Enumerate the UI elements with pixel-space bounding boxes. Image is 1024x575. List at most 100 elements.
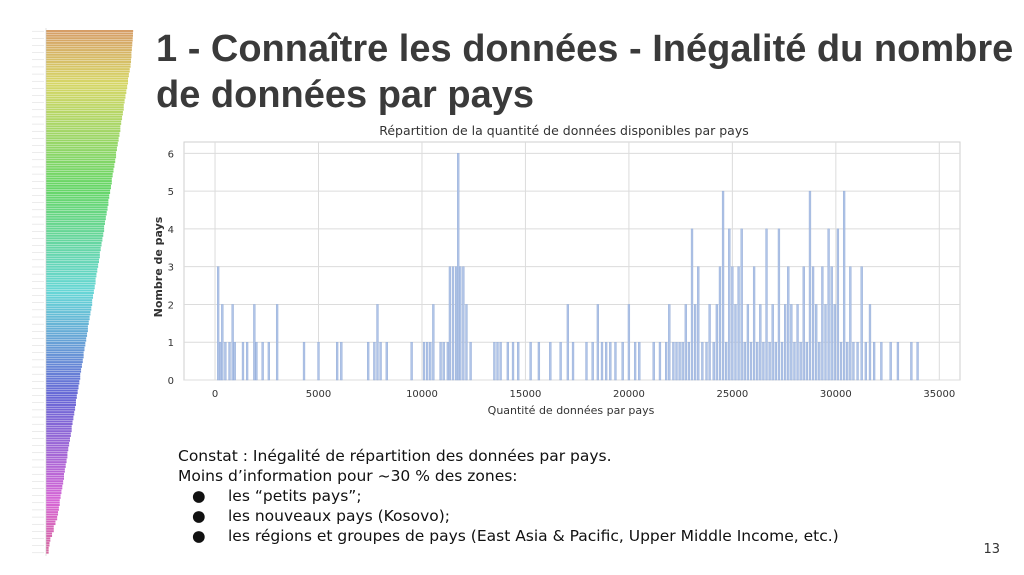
mini-bar xyxy=(46,449,69,452)
mini-bar xyxy=(46,53,132,56)
histogram-bar xyxy=(217,266,220,381)
notes-bullet-item: ● les nouveaux pays (Kosovo); xyxy=(178,506,978,526)
mini-bar xyxy=(46,277,96,280)
histogram-bar xyxy=(759,304,762,381)
mini-bar xyxy=(46,46,132,49)
histogram-bar xyxy=(681,342,684,381)
mini-bar xyxy=(46,337,87,340)
chart-y-axis-label: Nombre de pays xyxy=(152,216,165,317)
histogram-bar xyxy=(718,266,722,381)
mini-bar xyxy=(46,403,76,406)
histogram-bar xyxy=(275,304,279,381)
histogram-bar xyxy=(511,342,515,381)
mini-bar xyxy=(46,141,118,144)
mini-bar xyxy=(46,208,108,211)
histogram-bar xyxy=(245,342,249,381)
mini-bar xyxy=(46,249,101,252)
histogram-bar xyxy=(231,304,234,381)
histogram-bar xyxy=(833,304,836,381)
mini-bar xyxy=(46,527,54,530)
x-tick-label: 15000 xyxy=(510,389,542,400)
mini-bar xyxy=(46,456,68,459)
histogram-bar xyxy=(600,342,604,381)
mini-bar xyxy=(46,480,64,483)
histogram-bar xyxy=(506,342,509,381)
histogram-bar xyxy=(796,304,799,381)
histogram-bar xyxy=(846,342,849,381)
mini-bar xyxy=(46,203,109,206)
mini-bar xyxy=(46,108,124,111)
mini-bar xyxy=(46,110,123,114)
mini-bar xyxy=(46,496,61,499)
histogram-bar xyxy=(253,304,256,381)
mini-bar xyxy=(46,384,79,387)
x-tick-label: 0 xyxy=(212,389,218,400)
mini-bar xyxy=(46,191,111,194)
mini-bar xyxy=(46,470,65,473)
histogram-bar xyxy=(740,228,743,381)
mini-bar xyxy=(46,368,82,371)
histogram-bar xyxy=(442,342,445,381)
mini-bar xyxy=(46,508,59,511)
histogram-bar xyxy=(658,342,662,381)
histogram-bar xyxy=(621,342,624,381)
notes-intro-line-1: Constat : Inégalité de répartition des d… xyxy=(178,447,612,465)
histogram-bar xyxy=(830,266,833,381)
histogram-bar xyxy=(889,342,892,381)
mini-bar xyxy=(46,172,113,175)
mini-bar xyxy=(46,487,63,490)
histogram-bar xyxy=(596,304,599,381)
histogram-bar xyxy=(614,342,617,381)
histogram-bar xyxy=(559,342,562,381)
mini-bar xyxy=(46,311,91,314)
mini-bar xyxy=(46,87,128,90)
histogram-bar xyxy=(836,228,840,381)
mini-bar xyxy=(46,494,61,497)
mini-bar xyxy=(46,377,81,380)
mini-bar xyxy=(46,182,112,185)
mini-bar xyxy=(46,149,117,152)
mini-bar xyxy=(46,161,116,164)
histogram-bar xyxy=(267,342,270,381)
histogram-bar xyxy=(705,342,708,381)
mini-bar xyxy=(46,72,129,75)
mini-bar xyxy=(46,411,75,414)
mini-bar xyxy=(46,484,63,487)
mini-bar xyxy=(46,542,50,545)
histogram-bar xyxy=(701,342,704,381)
mini-bar xyxy=(46,237,103,240)
mini-bar xyxy=(46,99,125,102)
y-tick-label: 0 xyxy=(168,376,174,387)
histogram-bar xyxy=(684,304,687,381)
histogram-bar xyxy=(457,153,460,381)
mini-bar xyxy=(46,125,121,128)
mini-bar xyxy=(46,146,117,149)
mini-bar xyxy=(46,32,133,35)
mini-bar xyxy=(46,96,126,99)
histogram-bar xyxy=(849,266,852,381)
mini-bar xyxy=(46,187,111,190)
mini-bar xyxy=(46,213,107,216)
mini-bar xyxy=(46,399,76,402)
mini-bar xyxy=(46,406,76,409)
histogram-bar xyxy=(675,342,678,381)
mini-bar xyxy=(46,263,99,266)
mini-bar xyxy=(46,427,72,430)
mini-bar xyxy=(46,158,116,161)
histogram-bar xyxy=(827,228,830,381)
histogram-bar xyxy=(633,342,637,381)
mini-bar xyxy=(46,253,100,256)
mini-bar xyxy=(46,415,74,418)
mini-bar xyxy=(46,239,103,242)
histogram-bar xyxy=(896,342,900,381)
histogram-bar xyxy=(493,342,496,381)
mini-bar xyxy=(46,134,120,137)
mini-bar xyxy=(46,89,127,92)
mini-bar xyxy=(46,327,88,330)
histogram-bar xyxy=(261,342,264,381)
mini-bar xyxy=(46,49,132,52)
histogram-bar xyxy=(668,304,671,381)
mini-bar xyxy=(46,163,115,166)
histogram-bar xyxy=(824,304,827,381)
mini-bar xyxy=(46,120,122,123)
